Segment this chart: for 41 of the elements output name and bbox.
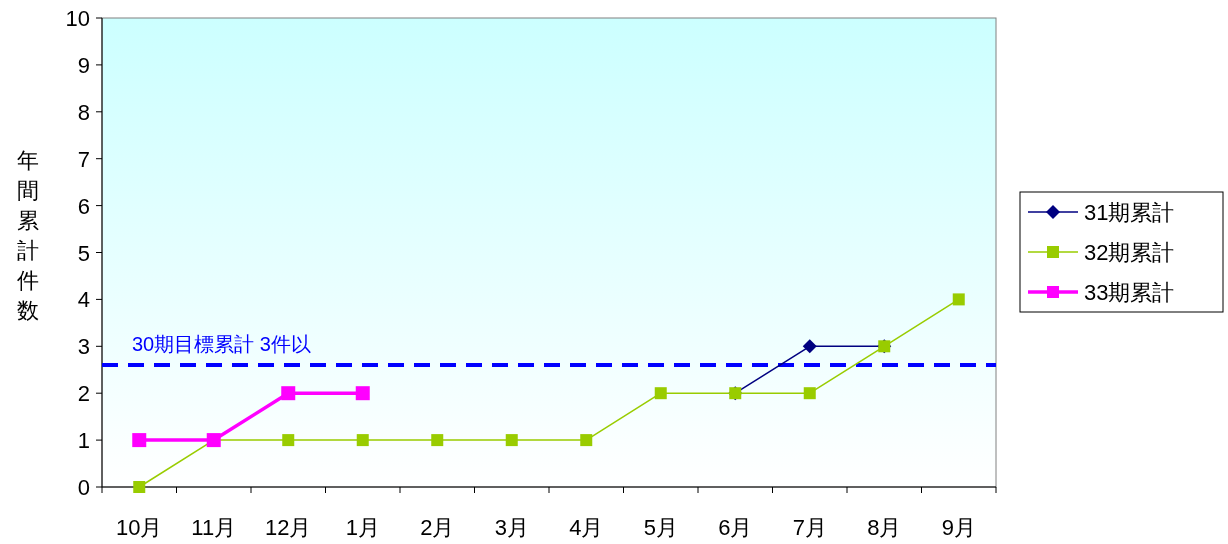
legend-label: 31期累計 [1084, 200, 1175, 225]
x-tick-label: 4月 [569, 515, 604, 540]
point [355, 386, 370, 401]
point [802, 339, 817, 354]
y-tick-label: 9 [77, 52, 90, 78]
y-tick-label: 5 [77, 240, 90, 266]
y-axis-title: 年間累計件数 [17, 148, 39, 323]
point [952, 293, 965, 306]
y-tick-label: 7 [77, 146, 90, 172]
x-tick-label: 5月 [643, 515, 678, 540]
point [132, 433, 147, 448]
x-tick-label: 12月 [265, 515, 312, 540]
point [282, 434, 295, 447]
x-tick-label: 8月 [867, 515, 902, 540]
x-tick-label: 9月 [941, 515, 976, 540]
y-tick-label: 1 [77, 428, 90, 454]
x-tick-label: 2月 [420, 515, 455, 540]
y-tick-label: 3 [77, 334, 90, 360]
ref-line-label: 30期目標累計 3件以 [132, 333, 311, 356]
y-tick-label: 0 [77, 475, 90, 500]
point [356, 434, 369, 447]
point [580, 434, 593, 447]
point [431, 434, 444, 447]
y-tick-label: 2 [77, 381, 90, 407]
y-tick-label: 10 [65, 6, 90, 31]
x-tick-label: 10月 [116, 515, 163, 540]
x-tick-label: 6月 [718, 515, 753, 540]
point [281, 386, 296, 401]
point [803, 387, 816, 400]
y-tick-label: 6 [77, 193, 90, 219]
x-tick-label: 3月 [494, 515, 529, 540]
legend-label: 33期累計 [1084, 280, 1175, 305]
x-tick-label: 1月 [345, 515, 380, 540]
point [654, 387, 667, 400]
point [505, 434, 518, 447]
x-tick-label: 7月 [792, 515, 827, 540]
y-tick-label: 4 [77, 287, 90, 313]
legend-label: 32期累計 [1084, 240, 1175, 265]
x-tick-label: 11月 [191, 515, 237, 540]
y-tick-label: 8 [77, 99, 90, 125]
point [133, 481, 146, 493]
